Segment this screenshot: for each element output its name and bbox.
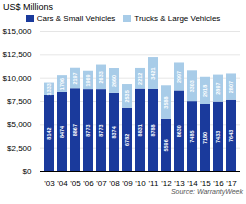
svg-text:$12,500: $12,500	[3, 50, 32, 59]
svg-text:8630: 8630	[176, 125, 182, 137]
svg-text:'07: '07	[96, 179, 107, 187]
svg-text:2997: 2997	[176, 71, 182, 83]
svg-text:'15: '15	[200, 179, 211, 187]
svg-text:'16: '16	[213, 179, 224, 187]
svg-text:5596: 5596	[163, 139, 169, 151]
svg-text:3303: 3303	[189, 80, 195, 92]
svg-text:'06: '06	[83, 179, 94, 187]
svg-text:$5,000: $5,000	[7, 120, 32, 129]
svg-text:2897: 2897	[215, 82, 221, 94]
svg-text:2212: 2212	[137, 73, 143, 85]
svg-text:8773: 8773	[98, 124, 104, 136]
svg-text:'09: '09	[122, 179, 133, 187]
html-text:Trucks & Large Vehicles: Trucks & Large Vehicles	[134, 14, 221, 23]
svg-text:1333: 1333	[46, 83, 52, 95]
html-text:US$ Millions: US$ Millions	[3, 2, 53, 12]
svg-text:1969: 1969	[85, 74, 91, 86]
svg-text:2660: 2660	[111, 75, 117, 87]
html-text:Source: WarrantyWeek: Source: WarrantyWeek	[170, 188, 243, 195]
svg-text:'03: '03	[44, 179, 55, 187]
svg-text:7180: 7180	[202, 132, 208, 144]
svg-text:6782: 6782	[124, 134, 130, 146]
svg-text:$0: $0	[23, 167, 32, 176]
svg-text:7643: 7643	[228, 130, 234, 142]
svg-text:3588: 3588	[163, 96, 169, 108]
svg-text:8142: 8142	[46, 127, 52, 139]
svg-text:'10: '10	[135, 179, 146, 187]
svg-text:8788: 8788	[150, 124, 156, 136]
svg-text:'13: '13	[174, 179, 185, 187]
svg-text:'04: '04	[57, 179, 68, 187]
svg-text:'11: '11	[149, 179, 159, 187]
svg-text:3421: 3421	[150, 67, 156, 79]
svg-text:7485: 7485	[189, 130, 195, 142]
svg-text:$7,500: $7,500	[7, 97, 32, 106]
svg-text:2535: 2535	[124, 90, 130, 102]
svg-text:2807: 2807	[228, 81, 234, 93]
svg-text:$10,000: $10,000	[3, 74, 32, 83]
svg-text:8831: 8831	[137, 124, 143, 136]
svg-text:'14: '14	[187, 179, 198, 187]
svg-text:8374: 8374	[111, 125, 117, 138]
svg-text:2633: 2633	[98, 71, 104, 83]
svg-text:1796: 1796	[59, 78, 65, 90]
svg-text:8773: 8773	[85, 124, 91, 136]
svg-text:2197: 2197	[72, 72, 78, 84]
svg-text:'12: '12	[161, 179, 172, 187]
svg-text:8474: 8474	[59, 125, 65, 138]
html-text:Cars & Small Vehicles: Cars & Small Vehicles	[36, 14, 116, 23]
svg-text:'05: '05	[70, 179, 81, 187]
svg-text:'08: '08	[109, 179, 120, 187]
svg-text:'17: '17	[226, 179, 237, 187]
svg-text:$2,500: $2,500	[7, 144, 32, 153]
svg-text:8867: 8867	[72, 124, 78, 136]
svg-text:7433: 7433	[215, 131, 221, 143]
svg-text:2918: 2918	[202, 85, 208, 97]
svg-text:$15,000: $15,000	[3, 27, 32, 36]
